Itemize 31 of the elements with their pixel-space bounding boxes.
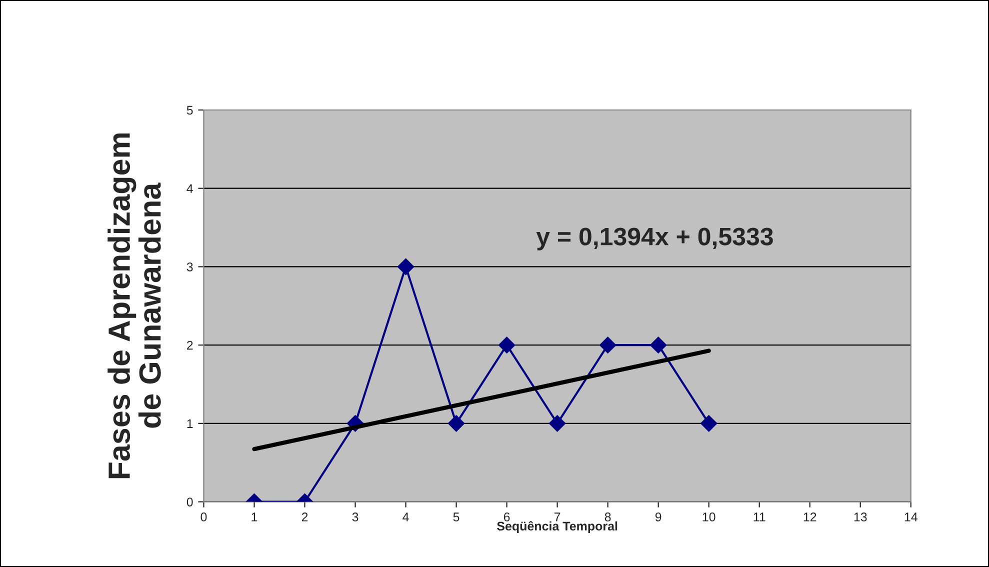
x-tick-label: 8 [604,512,611,522]
x-tick-label: 2 [302,512,308,522]
point [448,415,465,432]
y-tick-label: 2 [186,340,193,350]
x-tick-label: 7 [554,512,560,522]
point [700,415,718,432]
y-axis-title: Fases de Aprendizagem de Gunawardena [108,133,161,478]
y-tick-label: 0 [186,498,193,506]
x-tick-label: 3 [352,512,358,522]
point [650,336,667,354]
x-tick-label: 6 [504,512,510,522]
x-tick-label: 1 [252,512,258,522]
x-tick-label: 5 [453,512,460,522]
x-tick-label: 14 [904,512,918,522]
point [599,336,616,354]
x-axis-title: Seqüência Temporal [496,521,618,534]
x-tick-label: 4 [402,512,409,522]
point [498,336,516,354]
x-tick-label: 9 [655,512,662,522]
point [397,258,414,276]
annotation: y = 0,1394x + 0,5333 [536,228,773,250]
y-tick-label: 5 [186,106,193,115]
x-tick-label: 0 [200,512,207,522]
point [548,415,566,432]
y-tick-label: 1 [187,419,193,428]
x-tick-label: 10 [702,512,716,522]
y-tick-label: 4 [186,184,193,193]
x-tick-label: 11 [754,512,766,522]
y-tick-label: 3 [186,262,193,272]
x-tick-label: 12 [804,512,816,522]
x-tick-label: 13 [854,512,867,522]
